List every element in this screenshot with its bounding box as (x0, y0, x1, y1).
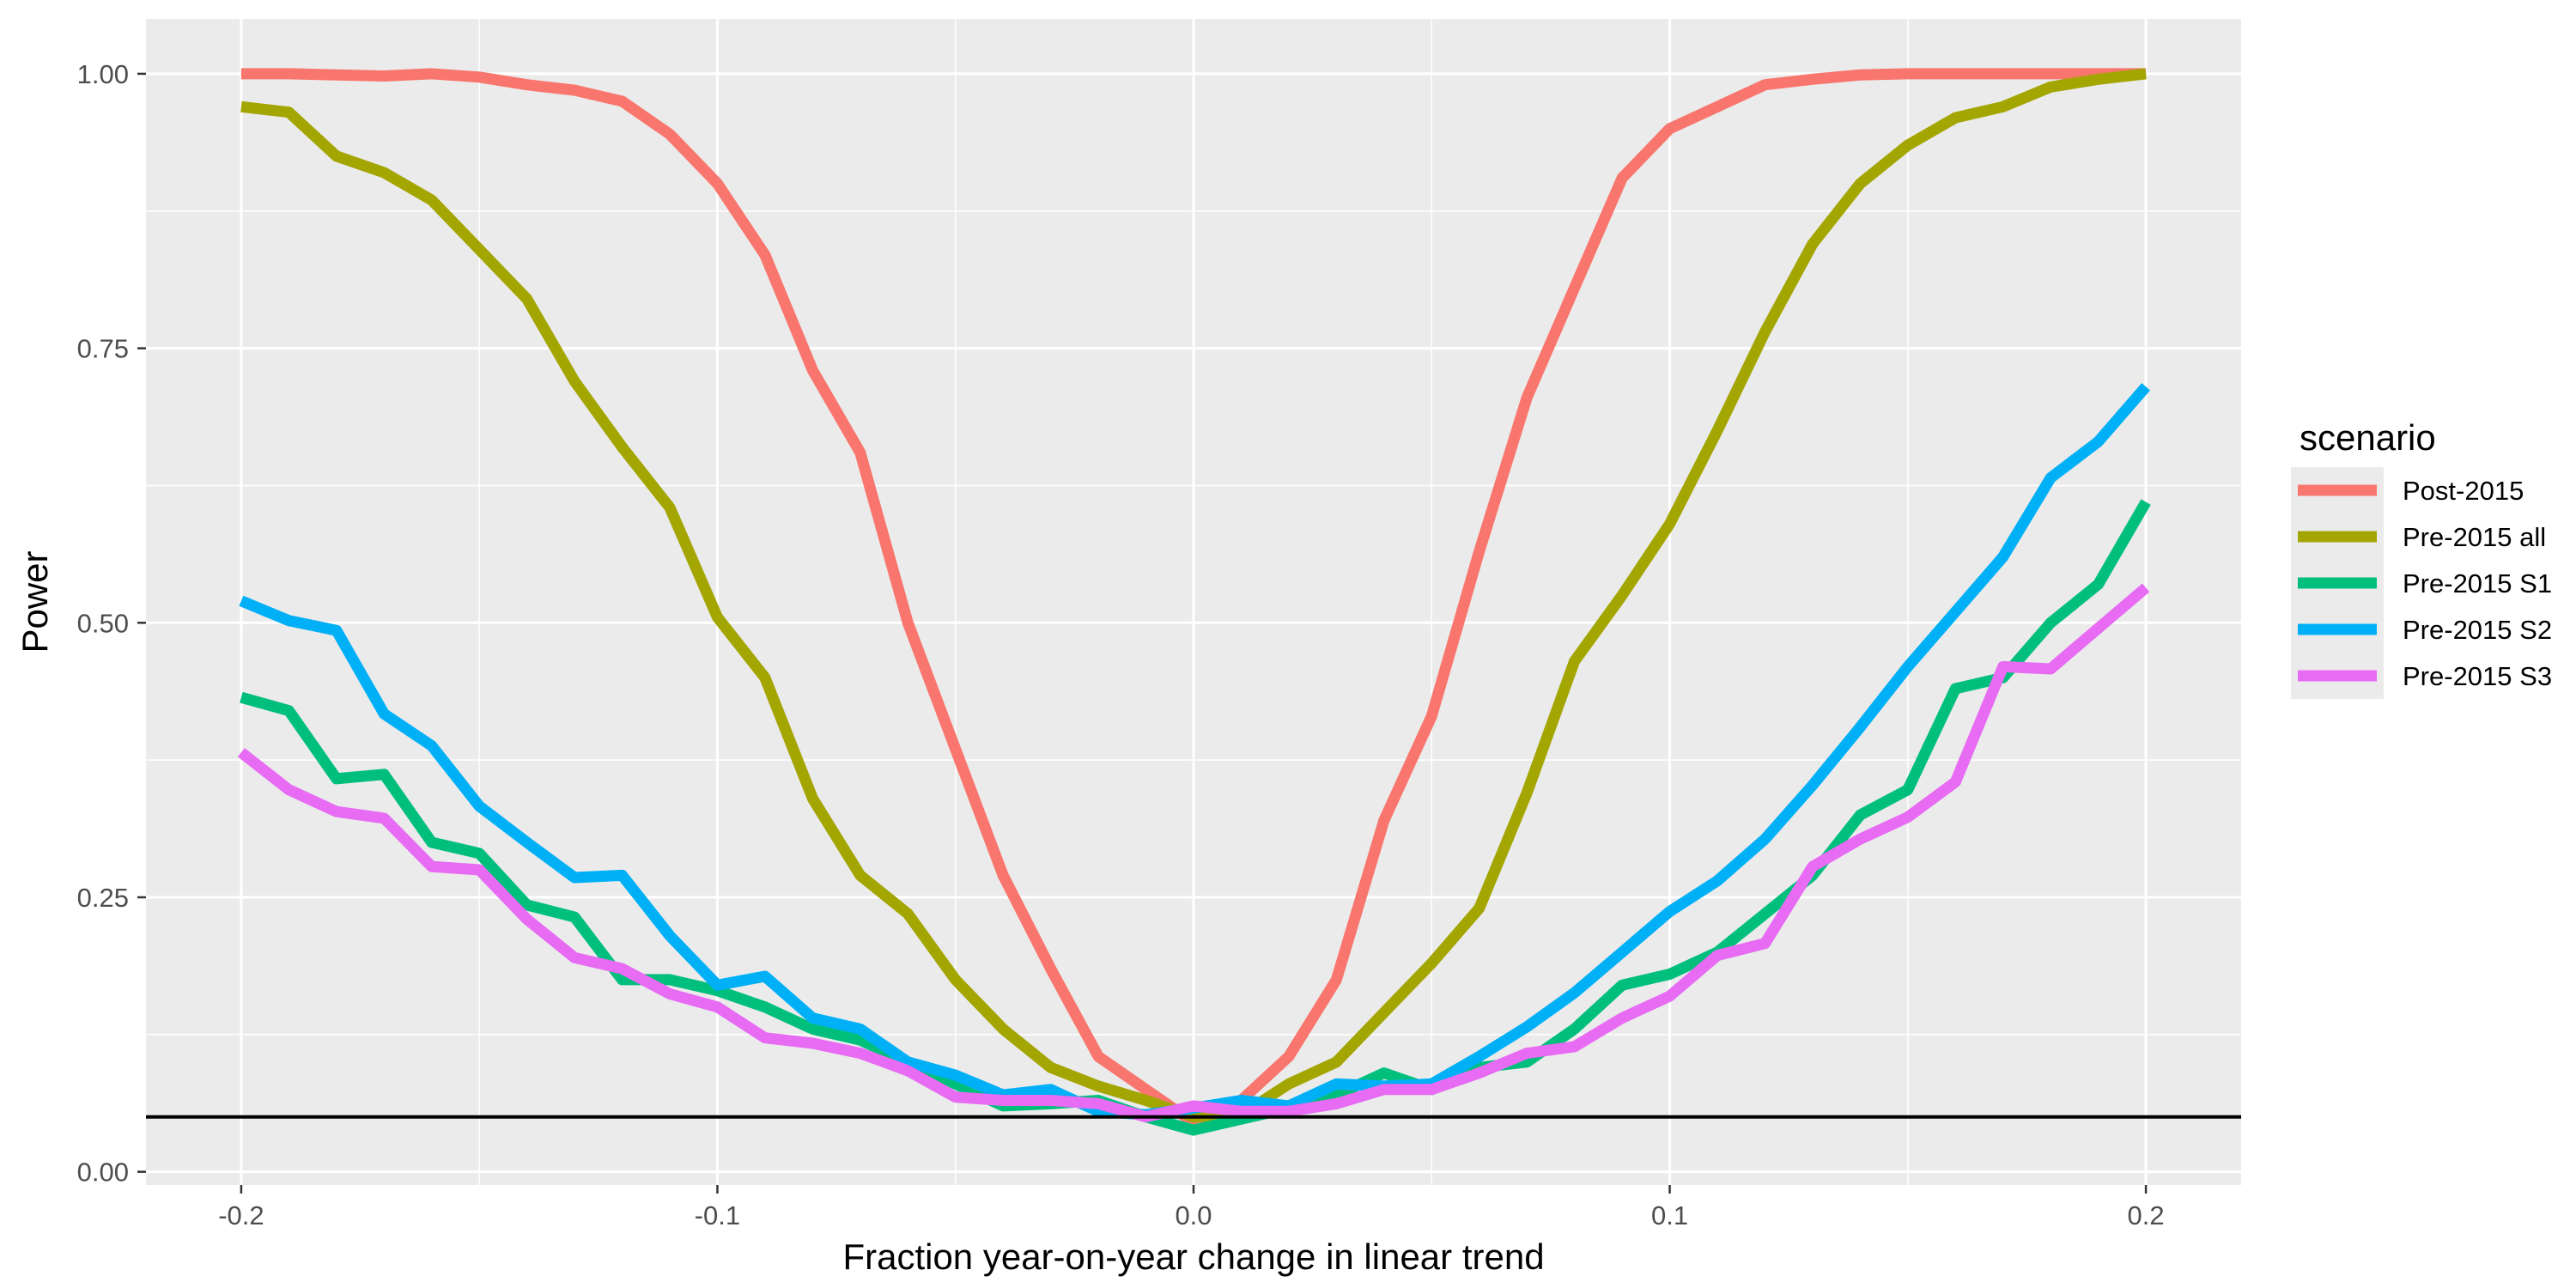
y-axis: 0.00 0.25 0.50 0.75 1.00 (77, 59, 146, 1188)
series-line-pre-2015-s3 (237, 583, 2150, 1123)
legend-label: Pre-2015 all (2403, 522, 2546, 552)
y-tick-label: 0.75 (77, 334, 129, 364)
y-axis-title: Power (15, 550, 55, 653)
y-tick-label: 0.25 (77, 883, 129, 913)
y-tick-label: 0.50 (77, 608, 129, 638)
legend-label: Post-2015 (2403, 476, 2524, 506)
y-tick-label: 0.00 (77, 1157, 129, 1188)
legend-label: Pre-2015 S3 (2403, 661, 2552, 691)
x-axis-title: Fraction year-on-year change in linear t… (842, 1236, 1544, 1277)
legend-title: scenario (2300, 417, 2436, 458)
legend-label: Pre-2015 S1 (2403, 568, 2552, 598)
y-tick-label: 1.00 (77, 59, 129, 89)
series-lines (237, 68, 2151, 1136)
legend: scenario Post-2015 Pre-2015 all Pre-2015 S… (2291, 417, 2552, 699)
x-axis: -0.2 -0.1 0.0 0.1 0.2 (218, 1185, 2165, 1230)
legend-label: Pre-2015 S2 (2403, 615, 2552, 645)
x-tick-label: -0.2 (218, 1200, 264, 1230)
x-tick-label: 0.0 (1175, 1200, 1212, 1230)
x-tick-label: 0.2 (2128, 1200, 2165, 1230)
x-tick-label: -0.1 (695, 1200, 740, 1230)
x-tick-label: 0.1 (1651, 1200, 1688, 1230)
